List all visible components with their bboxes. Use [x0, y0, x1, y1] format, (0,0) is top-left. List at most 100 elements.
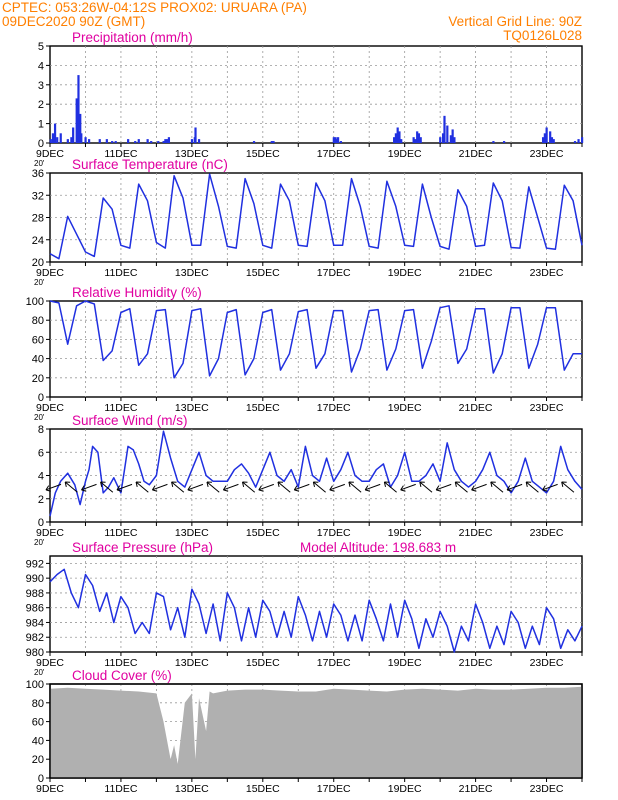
precip-bar — [77, 75, 80, 143]
wind-arrow — [561, 481, 575, 493]
x-tick-label: 11DEC — [104, 527, 137, 539]
panel-title: Cloud Cover (%) — [72, 668, 172, 683]
wind-arrow-shaft — [384, 481, 397, 493]
panel-frame — [49, 555, 583, 653]
precip-bar — [80, 133, 83, 143]
x-tick-label: 15DEC — [246, 527, 280, 539]
wind-arrow-shaft — [187, 483, 204, 491]
precip-bar — [79, 113, 82, 143]
precip-bar — [439, 137, 442, 143]
precip-bar — [332, 137, 335, 143]
x-tick-label: 21DEC — [459, 783, 493, 795]
wind-arrow — [454, 481, 468, 493]
y-tick-label: 60 — [32, 334, 44, 346]
x-axis-year-stub: 20' — [34, 538, 45, 547]
wind-arrow — [171, 481, 185, 493]
x-tick-label: 15DEC — [246, 148, 280, 160]
wind-arrow — [542, 483, 558, 492]
x-tick-label: 17DEC — [317, 657, 351, 669]
precip-bar — [272, 141, 275, 143]
x-tick-label: 15DEC — [246, 402, 280, 414]
y-tick-label: 5 — [38, 41, 44, 53]
y-tick-label: 990 — [26, 573, 44, 585]
y-tick-label: 984 — [26, 617, 44, 629]
header-line1-left: CPTEC: 053:26W-04:12S PROX02: URUARA (PA… — [2, 0, 307, 15]
y-tick-label: 988 — [26, 588, 44, 600]
precip-bar — [552, 139, 555, 143]
x-tick-label: 21DEC — [459, 527, 493, 539]
wind-arrow-shaft — [436, 483, 452, 491]
wind-arrow-shaft — [542, 483, 558, 491]
x-tick-label: 17DEC — [317, 402, 351, 414]
x-tick-label: 9DEC — [36, 783, 64, 795]
x-tick-label: 15DEC — [246, 267, 280, 279]
y-tick-label: 40 — [32, 735, 44, 747]
x-tick-label: 19DEC — [388, 527, 422, 539]
wind-arrow-head — [329, 485, 335, 492]
panel-3: Surface Wind (m/s) 0 2 4 6 8 9DEC 11DEC 13DEC 15D… — [34, 413, 583, 547]
y-tick-label: 32 — [32, 190, 44, 202]
wind-arrow-shaft — [258, 483, 274, 491]
series-line — [49, 430, 583, 517]
wind-arrow-head — [454, 481, 461, 487]
wind-arrow — [525, 481, 539, 493]
precip-bar — [114, 141, 117, 143]
wind-arrow-head — [45, 485, 51, 492]
y-tick-label: 0 — [38, 773, 44, 785]
precip-bar — [190, 139, 194, 143]
y-tick-label: 8 — [38, 424, 44, 436]
wind-arrow-shaft — [64, 481, 78, 493]
x-axis-year-stub: 20' — [34, 413, 45, 422]
y-tick-label: 6 — [38, 447, 44, 459]
y-tick-label: 60 — [32, 717, 44, 729]
x-tick-label: 19DEC — [388, 783, 422, 795]
wind-arrow-head — [206, 481, 212, 487]
wind-arrow-head — [277, 481, 283, 487]
x-tick-label: 17DEC — [317, 267, 351, 279]
wind-arrow-head — [241, 481, 248, 487]
y-tick-label: 24 — [32, 235, 44, 247]
wind-arrow — [258, 483, 274, 492]
wind-arrow-head — [258, 485, 264, 492]
precip-bar — [75, 98, 78, 143]
wind-arrow-head — [151, 485, 158, 492]
x-tick-label: 23DEC — [530, 527, 564, 539]
wind-arrow-head — [187, 485, 193, 492]
precip-bar — [492, 141, 495, 143]
wind-arrow-shaft — [419, 481, 433, 493]
x-tick-label: 9DEC — [36, 267, 64, 279]
y-tick-label: 4 — [38, 60, 44, 72]
panel-title: Surface Pressure (hPa) — [72, 540, 213, 555]
precip-bar — [394, 133, 397, 143]
precip-bar — [134, 141, 137, 143]
wind-arrow-head — [100, 481, 106, 487]
precip-bar — [98, 139, 101, 143]
x-tick-label: 15DEC — [246, 657, 280, 669]
precip-bar — [573, 141, 577, 143]
precip-bar — [164, 139, 167, 143]
y-tick-label: 992 — [26, 558, 44, 570]
precip-bar — [398, 131, 401, 143]
precip-bar — [545, 127, 548, 143]
wind-arrow-head — [542, 485, 548, 492]
x-tick-label: 19DEC — [388, 148, 422, 160]
wind-arrow — [64, 481, 78, 493]
wind-arrow-head — [525, 481, 532, 487]
y-tick-label: 80 — [32, 315, 44, 327]
precip-bar — [49, 139, 52, 143]
wind-arrow-shaft — [294, 483, 310, 491]
wind-arrow-head — [561, 481, 567, 487]
x-tick-label: 23DEC — [530, 148, 564, 160]
x-tick-label: 15DEC — [246, 783, 280, 795]
wind-arrow — [400, 483, 416, 492]
x-tick-label: 19DEC — [388, 267, 422, 279]
wind-arrow — [116, 483, 133, 492]
wind-arrow — [329, 483, 345, 492]
wind-arrow — [383, 481, 397, 493]
x-tick-label: 13DEC — [175, 527, 209, 539]
y-tick-label: 20 — [32, 257, 44, 269]
panel-annotation: Model Altitude: 198.683 m — [300, 540, 456, 555]
wind-arrow — [206, 481, 220, 493]
precip-bar — [270, 141, 273, 143]
